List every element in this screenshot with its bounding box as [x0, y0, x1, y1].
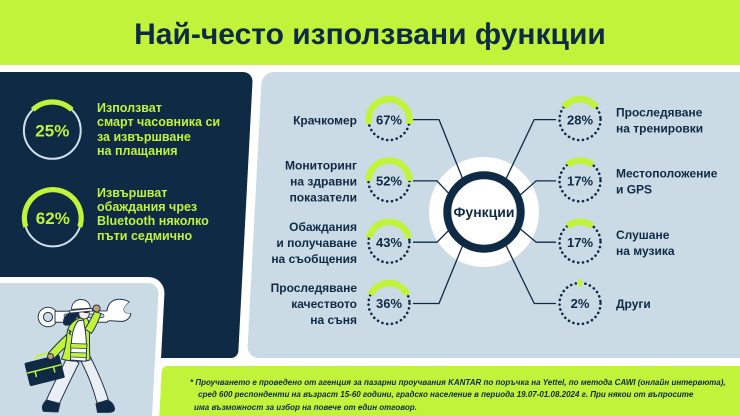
svg-text:Крачкомер: Крачкомер — [293, 113, 357, 127]
svg-text:2%: 2% — [571, 296, 590, 311]
svg-text:Проследяване: Проследяване — [616, 105, 703, 119]
svg-text:43%: 43% — [376, 235, 402, 250]
svg-text:Местоположение: Местоположение — [616, 167, 718, 181]
svg-text:25%: 25% — [35, 122, 69, 141]
svg-text:62%: 62% — [36, 209, 70, 228]
svg-text:и получаване: и получаване — [276, 236, 357, 250]
svg-text:52%: 52% — [376, 174, 402, 189]
svg-text:Функции: Функции — [453, 204, 514, 220]
svg-text:на музика: на музика — [616, 244, 675, 258]
svg-text:Слушане: Слушане — [616, 228, 670, 242]
svg-text:Други: Други — [616, 297, 651, 311]
svg-text:17%: 17% — [567, 235, 593, 250]
svg-text:качеството: качеството — [291, 297, 357, 311]
svg-text:и GPS: и GPS — [616, 183, 652, 197]
svg-text:17%: 17% — [567, 174, 593, 189]
svg-text:на съня: на съня — [310, 313, 357, 327]
svg-text:67%: 67% — [376, 112, 402, 127]
svg-text:на здравни: на здравни — [290, 175, 357, 189]
svg-text:36%: 36% — [376, 296, 402, 311]
svg-text:Мониторинг: Мониторинг — [285, 159, 357, 173]
svg-text:на тренировки: на тренировки — [616, 121, 703, 135]
svg-text:28%: 28% — [567, 112, 593, 127]
svg-text:на съобщения: на съобщения — [271, 252, 357, 266]
svg-text:Обаждания: Обаждания — [289, 220, 357, 234]
svg-text:показатели: показатели — [290, 191, 357, 205]
svg-text:Проследяване: Проследяване — [271, 281, 358, 295]
